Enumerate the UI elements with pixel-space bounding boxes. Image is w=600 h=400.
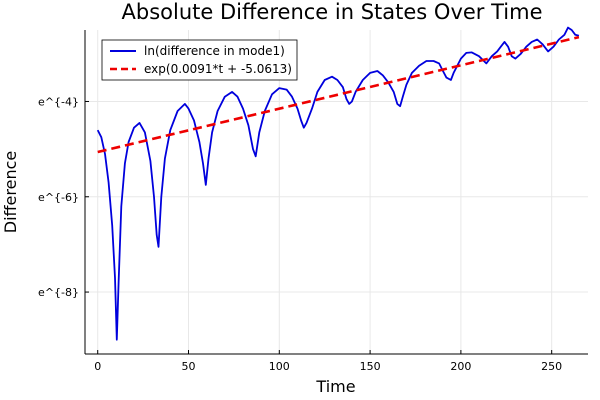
- x-axis-label: Time: [315, 377, 355, 396]
- y-tick-label: e^{-8}: [38, 286, 79, 299]
- chart-title: Absolute Difference in States Over Time: [122, 0, 543, 24]
- legend-box: [101, 39, 298, 81]
- x-tick-label: 100: [269, 360, 290, 373]
- x-tick-label: 200: [450, 360, 471, 373]
- y-tick-label: e^{-4}: [38, 95, 79, 108]
- series-layer: [96, 26, 580, 341]
- legend-label-fit: exp(0.0091*t + -5.0613): [144, 62, 292, 76]
- x-tick-label: 0: [94, 360, 101, 373]
- x-tick-label: 50: [182, 360, 196, 373]
- x-tick-label: 150: [360, 360, 381, 373]
- y-tick-label: e^{-6}: [38, 191, 79, 204]
- series-line-mode1: [96, 26, 580, 341]
- y-ticks: e^{-8} e^{-6} e^{-4}: [38, 95, 89, 299]
- series-line-fit: [97, 35, 580, 154]
- x-tick-label: 250: [541, 360, 562, 373]
- legend-label-mode1: ln(difference in mode1): [144, 44, 285, 58]
- x-ticks: 0 50 100 150 200 250: [94, 350, 562, 373]
- grid: [85, 30, 588, 354]
- legend: ln(difference in mode1) exp(0.0091*t + -…: [101, 39, 298, 81]
- y-axis-label: Difference: [1, 151, 20, 233]
